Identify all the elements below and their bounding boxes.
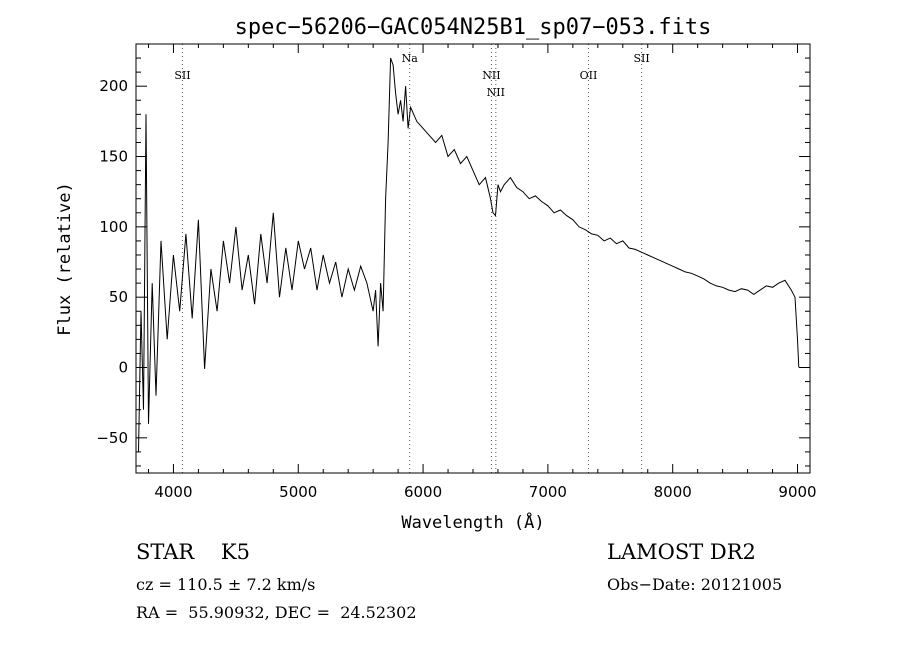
coordinates-label: RA = 55.90932, DEC = 24.52302: [136, 603, 417, 622]
redshift-label: cz = 110.5 ± 7.2 km/s: [136, 575, 316, 594]
survey-label: LAMOST DR2: [607, 540, 756, 564]
spectrum-series: [138, 57, 800, 452]
obs-date-label: Obs−Date: 20121005: [607, 575, 783, 594]
spectral-line-label: SII: [174, 69, 190, 82]
axis-ticks: 4000 5000 6000 7000 8000 9000 −50 0 50 100 150 200: [96, 43, 817, 501]
spectral-line-label: Na: [402, 52, 419, 65]
y-axis-label: Flux (relative): [55, 182, 75, 336]
y-tick-label: 0: [118, 359, 128, 377]
spectral-line-markers: SII Na NII NII OII SII: [174, 44, 650, 473]
x-tick-label: 4000: [154, 483, 192, 501]
y-tick-label: 150: [99, 148, 128, 166]
x-tick-label: 7000: [529, 483, 567, 501]
x-axis-label: Wavelength (Å): [401, 511, 544, 533]
y-tick-label: −50: [96, 429, 128, 447]
x-tick-label: 5000: [279, 483, 317, 501]
plot-frame: [135, 43, 811, 474]
object-class-label: STAR K5: [136, 540, 250, 564]
spectral-line-label: SII: [634, 52, 650, 65]
x-tick-label: 6000: [404, 483, 442, 501]
x-tick-label: 8000: [654, 483, 692, 501]
chart-title: spec−56206−GAC054N25B1_sp07−053.fits: [235, 15, 712, 40]
x-tick-label: 9000: [778, 483, 816, 501]
y-tick-label: 200: [99, 77, 128, 95]
spectral-line-label: NII: [487, 86, 505, 99]
y-tick-label: 100: [99, 218, 128, 236]
spectrum-line: [138, 57, 800, 452]
spectral-line-label: OII: [580, 69, 598, 82]
y-tick-label: 50: [109, 288, 128, 306]
spectral-line-label: NII: [482, 69, 500, 82]
